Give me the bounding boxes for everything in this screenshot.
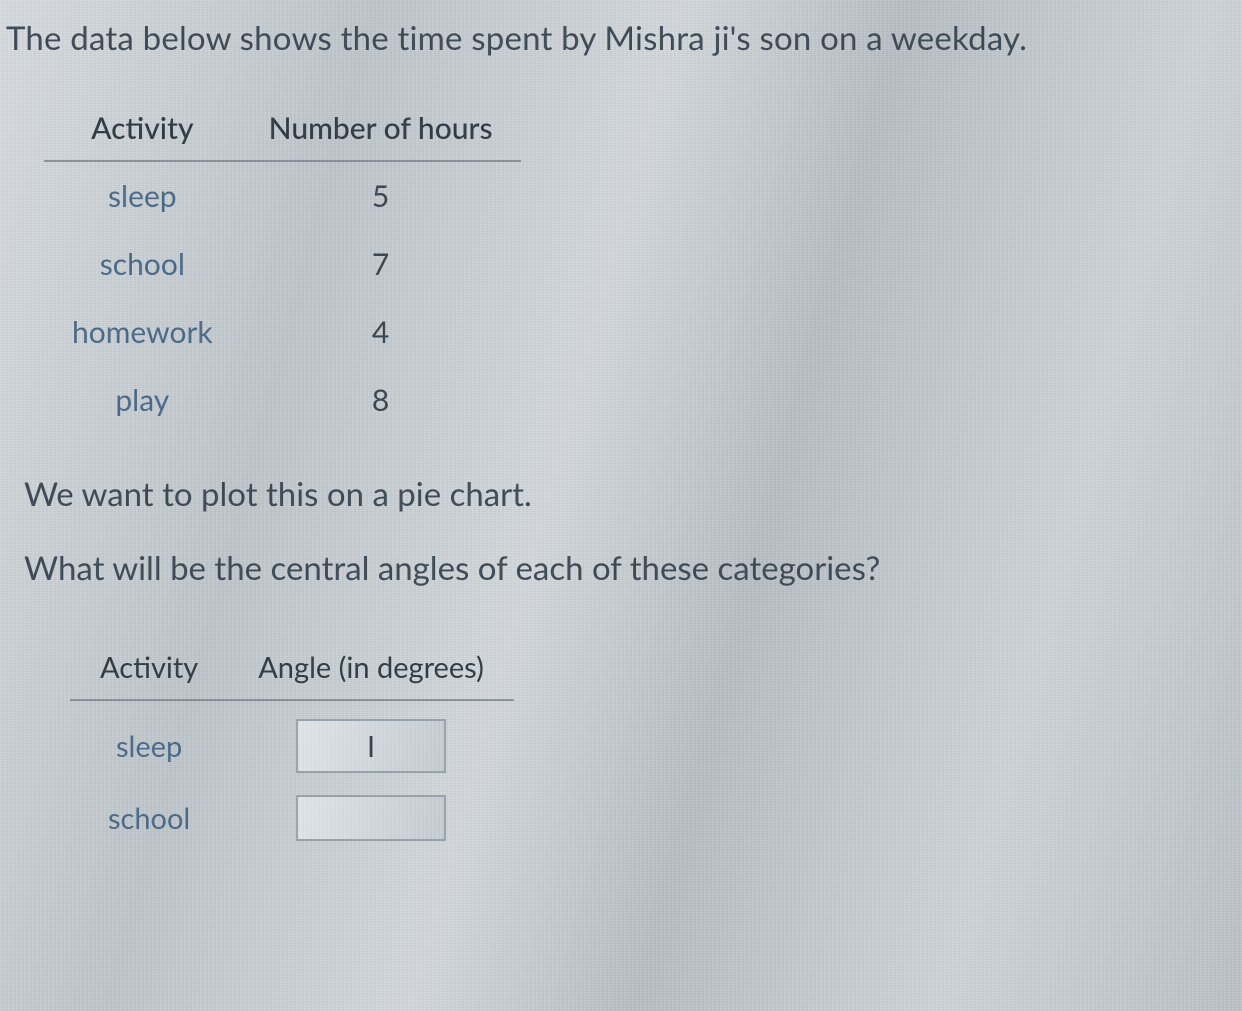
- data-table: Activity Number of hours sleep 5 school …: [44, 104, 521, 434]
- table-row: school 7: [44, 230, 521, 298]
- activity-cell: sleep: [70, 700, 228, 777]
- angle-input-sleep[interactable]: [296, 719, 446, 773]
- angle-input-school[interactable]: [296, 795, 446, 841]
- table-row: school: [70, 777, 514, 845]
- table-row: play 8: [44, 366, 521, 434]
- hours-cell: 4: [241, 298, 521, 366]
- table-row: sleep: [70, 700, 514, 777]
- question-text: What will be the central angles of each …: [0, 548, 1242, 588]
- mid-text: We want to plot this on a pie chart.: [0, 474, 1242, 514]
- angle-cell: [228, 777, 514, 845]
- answer-table: Activity Angle (in degrees) sleep school: [70, 644, 514, 845]
- angle-cell: [228, 700, 514, 777]
- table-row: homework 4: [44, 298, 521, 366]
- hours-cell: 8: [241, 366, 521, 434]
- data-table-col-activity: Activity: [44, 104, 241, 161]
- table-row: sleep 5: [44, 161, 521, 230]
- intro-text: The data below shows the time spent by M…: [0, 18, 1242, 58]
- activity-cell: school: [44, 230, 241, 298]
- answer-table-col-activity: Activity: [70, 644, 228, 700]
- data-table-col-hours: Number of hours: [241, 104, 521, 161]
- hours-cell: 7: [241, 230, 521, 298]
- activity-cell: sleep: [44, 161, 241, 230]
- activity-cell: school: [70, 777, 228, 845]
- hours-cell: 5: [241, 161, 521, 230]
- answer-table-col-angle: Angle (in degrees): [228, 644, 514, 700]
- activity-cell: play: [44, 366, 241, 434]
- activity-cell: homework: [44, 298, 241, 366]
